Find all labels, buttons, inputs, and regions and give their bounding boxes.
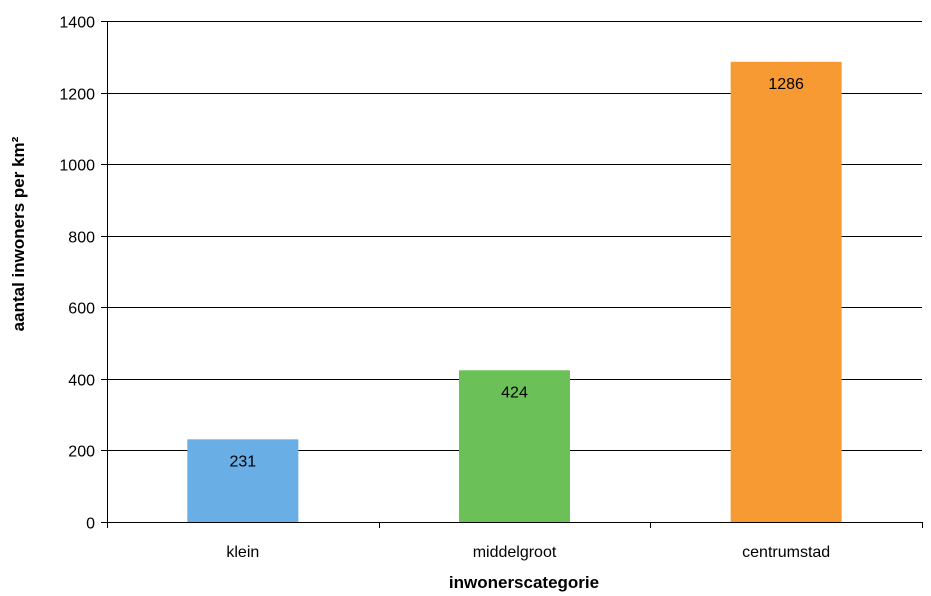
axes [107, 21, 923, 528]
bar-middelgroot [459, 370, 570, 522]
bar-klein [187, 439, 299, 522]
data-label-klein: 231 [229, 453, 256, 470]
x-axis-title: inwonerscategorie [449, 573, 599, 592]
y-axis-title: aantal inwoners per km² [9, 136, 28, 331]
y-tick-label: 600 [68, 301, 95, 318]
y-tick-label: 0 [86, 516, 95, 533]
gridlines [107, 21, 922, 451]
x-tick-label-centrumstad: centrumstad [742, 544, 830, 561]
x-tick-label-middelgroot: middelgroot [473, 544, 557, 561]
x-axis-ticks: klein middelgroot centrumstad [226, 544, 830, 561]
data-label-centrumstad: 1286 [768, 76, 804, 93]
y-axis-ticks: 0 200 400 600 800 1000 1200 1400 [59, 15, 107, 533]
bar-centrumstad [730, 61, 842, 522]
y-tick-label: 1400 [59, 15, 95, 32]
y-tick-label: 400 [68, 373, 95, 390]
y-tick-label: 200 [68, 444, 95, 461]
x-tick-label-klein: klein [226, 544, 259, 561]
y-tick-label: 800 [68, 230, 95, 247]
y-tick-label: 1200 [59, 87, 95, 104]
data-label-middelgroot: 424 [501, 384, 528, 401]
bars [187, 61, 842, 522]
y-tick-label: 1000 [59, 158, 95, 175]
data-labels: 231 424 1286 [229, 76, 804, 471]
